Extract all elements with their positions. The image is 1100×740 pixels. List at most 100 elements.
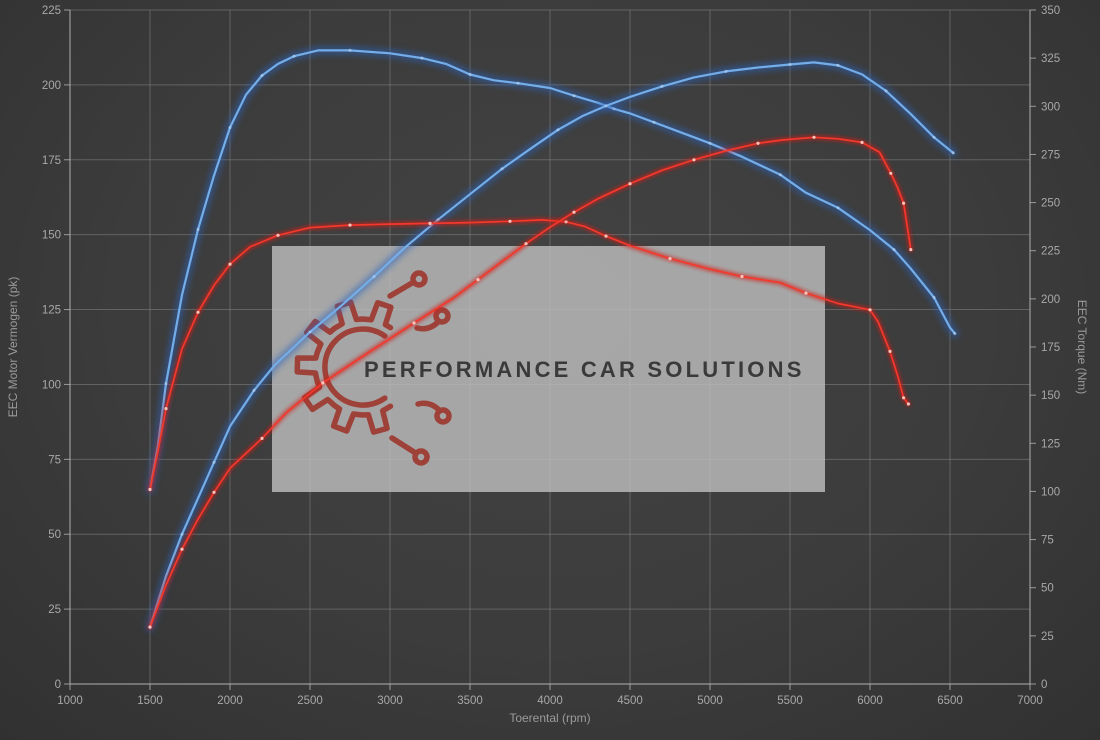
data-point	[148, 487, 152, 492]
data-point	[932, 295, 936, 300]
data-point	[348, 223, 352, 227]
data-point	[740, 274, 744, 279]
circuit-trace-bottom	[389, 435, 417, 455]
y-left-tick-label: 225	[42, 5, 61, 17]
data-point	[164, 382, 168, 386]
y-right-tick-label: 75	[1041, 535, 1054, 547]
circuit-node	[412, 448, 430, 466]
data-point	[628, 182, 632, 186]
data-point	[953, 331, 957, 336]
data-point	[164, 407, 168, 411]
y-right-tick-label: 125	[1041, 438, 1060, 450]
y-right-tick-label: 150	[1041, 390, 1060, 402]
data-point	[604, 104, 608, 108]
y-right-tick-label: 100	[1041, 486, 1060, 498]
gear-inner-arc	[322, 326, 388, 408]
x-tick-label: 2500	[297, 695, 323, 707]
x-tick-label: 6000	[857, 695, 883, 707]
x-tick-label: 2000	[217, 695, 243, 707]
x-tick-label: 3500	[457, 695, 483, 707]
data-point	[500, 167, 504, 171]
x-tick-label: 5000	[697, 695, 723, 707]
gear-teeth-outline	[294, 299, 394, 435]
x-tick-label: 4000	[537, 695, 563, 707]
circuit-node	[433, 307, 451, 325]
data-point	[260, 73, 264, 78]
data-point	[556, 128, 560, 132]
y-left-tick-label: 75	[48, 454, 61, 466]
data-point	[228, 262, 232, 266]
data-point	[508, 219, 512, 223]
data-point	[892, 248, 896, 252]
y-left-tick-label: 150	[42, 230, 61, 242]
data-point	[906, 402, 911, 406]
data-point	[572, 210, 576, 214]
x-tick-label: 4500	[617, 695, 643, 707]
x-axis-title: Toerental (rpm)	[509, 711, 590, 725]
data-point	[888, 349, 892, 353]
data-point	[516, 81, 520, 85]
data-point	[321, 381, 325, 385]
data-point	[252, 388, 256, 392]
data-point	[884, 89, 888, 93]
y-right-tick-label: 25	[1041, 631, 1054, 643]
data-point	[778, 173, 783, 177]
data-point	[212, 460, 216, 464]
y-left-tick-label: 25	[48, 604, 61, 616]
x-tick-label: 7000	[1017, 695, 1043, 707]
data-point	[836, 206, 840, 210]
data-point	[420, 56, 424, 60]
curve-torque-red	[147, 217, 912, 493]
x-tick-label: 1500	[137, 695, 163, 707]
y-right-tick-label: 50	[1041, 583, 1054, 595]
data-point	[660, 84, 664, 88]
data-point	[260, 436, 264, 440]
circuit-trace-top	[387, 280, 415, 299]
curve-power-blue	[145, 57, 958, 632]
y-right-tick-label: 175	[1041, 342, 1060, 354]
data-point	[652, 120, 656, 124]
curve-power-red	[147, 134, 914, 630]
x-tick-label: 6500	[937, 695, 963, 707]
data-point	[308, 330, 312, 334]
y-right-axis-title: EEC Torque (Nm)	[1075, 300, 1089, 394]
data-point	[868, 308, 872, 312]
circuit-trace	[414, 319, 441, 332]
y-left-tick-label: 125	[42, 305, 61, 317]
data-point	[668, 257, 672, 261]
data-point	[564, 220, 568, 224]
data-point	[756, 141, 760, 145]
data-point	[292, 54, 296, 58]
data-point	[724, 69, 728, 73]
data-point	[212, 490, 216, 494]
curve-line	[148, 61, 955, 629]
y-left-tick-label: 0	[55, 679, 61, 691]
y-left-axis-title: EEC Motor Vermogen (pk)	[6, 277, 20, 418]
data-point	[788, 62, 792, 67]
y-right-tick-label: 275	[1041, 149, 1060, 161]
watermark-text: PERFORMANCE CAR SOLUTIONS	[364, 357, 805, 382]
data-point	[180, 532, 184, 536]
data-point	[951, 151, 955, 155]
y-right-tick-label: 250	[1041, 198, 1060, 210]
data-point	[476, 278, 480, 282]
y-right-tick-label: 350	[1041, 5, 1060, 17]
circuit-node	[410, 270, 428, 288]
y-left-tick-label: 100	[42, 379, 61, 391]
curve-line	[149, 219, 910, 491]
data-point	[196, 227, 200, 232]
data-point	[804, 291, 808, 295]
y-right-tick-label: 325	[1041, 53, 1060, 65]
data-point	[572, 94, 576, 98]
circuit-trace	[415, 400, 442, 413]
data-point	[860, 140, 864, 144]
data-point	[708, 141, 712, 145]
x-tick-label: 1000	[57, 695, 83, 707]
data-point	[180, 547, 184, 551]
data-point	[909, 248, 913, 252]
y-right-tick-label: 225	[1041, 246, 1060, 258]
data-point	[604, 234, 608, 238]
data-point	[902, 201, 906, 205]
